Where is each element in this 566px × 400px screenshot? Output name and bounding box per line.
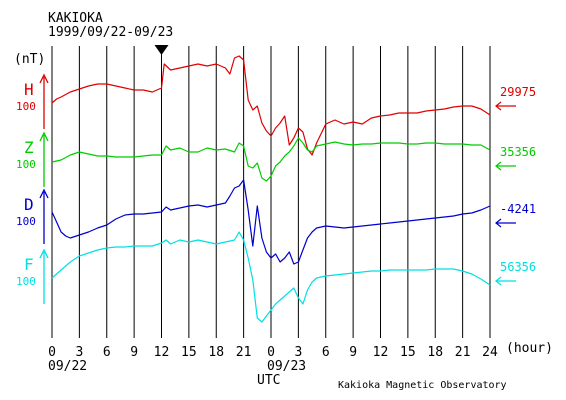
event-marker-triangle-icon (154, 45, 169, 55)
arrow-left-icon (495, 161, 516, 171)
x-unit-label: (hour) (506, 341, 553, 356)
component-f-label: F (24, 255, 34, 274)
arrow-up-icon (39, 188, 49, 199)
date-labels: 09/22 09/23 (48, 359, 306, 374)
x-tick-label: 6 (322, 345, 330, 360)
hour-gridlines (51, 46, 491, 338)
baseline-z-value: 35356 (500, 145, 536, 159)
x-tick-label: 9 (130, 345, 138, 360)
baseline-f-value: 56356 (500, 260, 536, 274)
arrow-left-icon (495, 101, 516, 111)
component-h-label: H (24, 80, 34, 99)
arrow-left-icon (495, 276, 516, 286)
x-tick-label: 18 (208, 345, 224, 360)
arrow-up-icon (39, 248, 49, 259)
date-label: 09/23 (267, 359, 306, 374)
x-tick-label: 15 (181, 345, 197, 360)
scale-label: 100 (16, 215, 36, 228)
x-tick-label: 6 (103, 345, 111, 360)
series-traces (51, 55, 491, 323)
x-tick-label: 21 (455, 345, 471, 360)
arrow-up-icon (39, 131, 49, 142)
x-tick-label: 0 (48, 345, 56, 360)
x-tick-label: 12 (373, 345, 389, 360)
scale-label: 100 (16, 100, 36, 113)
scale-label: 100 (16, 275, 36, 288)
x-tick-label: 12 (154, 345, 170, 360)
x-tick-label: 9 (349, 345, 357, 360)
x-tick-label: 15 (400, 345, 416, 360)
series-f-line (51, 231, 491, 323)
chart-title: KAKIOKA (48, 11, 103, 26)
arrow-left-icon (495, 218, 516, 228)
series-h-line (51, 55, 491, 156)
chart-subtitle: 1999/09/22-09/23 (48, 25, 173, 40)
x-tick-label: 3 (75, 345, 83, 360)
component-d-label: D (24, 195, 34, 214)
x-tick-label: 3 (294, 345, 302, 360)
x-tick-label: 24 (482, 345, 498, 360)
scale-label: 100 (16, 158, 36, 171)
x-tick-label: 18 (427, 345, 443, 360)
event-marker (154, 45, 169, 55)
arrow-up-icon (39, 73, 49, 84)
x-axis-label: UTC (257, 373, 280, 388)
baseline-labels: 29975 35356 -4241 56356 (495, 85, 536, 286)
component-z-label: Z (24, 138, 34, 157)
x-tick-labels: 0 3 6 9 12 15 18 21 0 3 6 9 12 15 18 21 24 (48, 345, 498, 360)
baseline-d-value: -4241 (500, 202, 536, 216)
x-tick-label: 21 (236, 345, 252, 360)
y-unit-label: (nT) (14, 52, 45, 67)
observatory-credit: Kakioka Magnetic Observatory (338, 380, 507, 391)
series-d-line (51, 179, 491, 265)
date-label: 09/22 (48, 359, 87, 374)
x-tick-label: 0 (267, 345, 275, 360)
baseline-h-value: 29975 (500, 85, 536, 99)
series-z-line (51, 137, 491, 182)
